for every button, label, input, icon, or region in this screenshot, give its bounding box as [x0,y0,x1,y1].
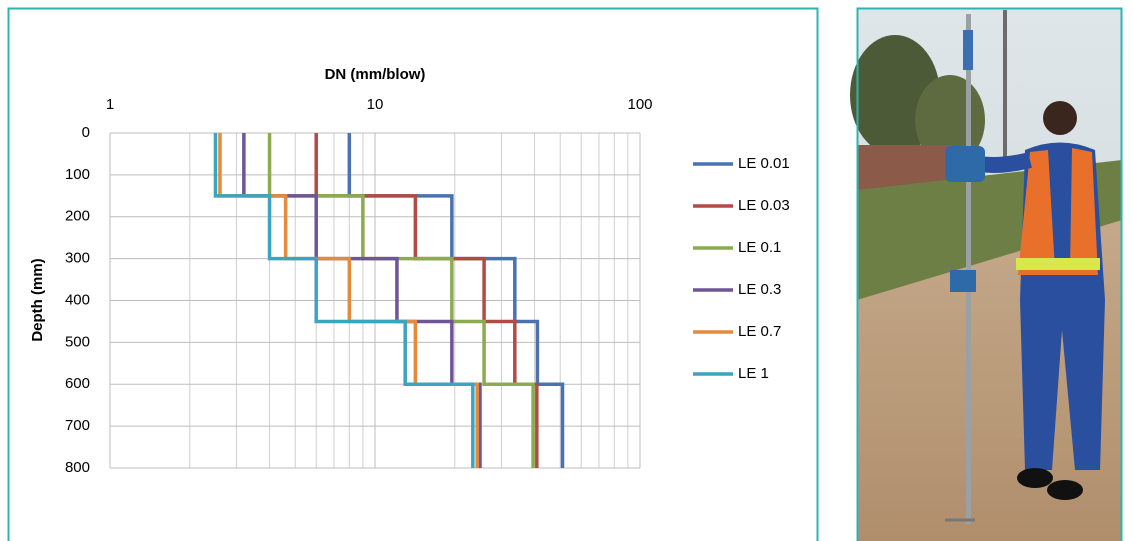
y-tick-label: 700 [65,417,90,434]
head [1043,101,1077,135]
dcp-handle [963,30,973,70]
y-tick-label: 300 [65,250,90,267]
chart-frame [7,7,819,541]
y-tick-label: 500 [65,333,90,350]
y-tick-label: 100 [65,166,90,183]
y-tick-label: 200 [65,208,90,225]
vest [1018,148,1098,275]
x-tick-label: 100 [627,96,652,113]
y-axis-title: Depth (mm) [29,258,46,341]
legend-label: LE 0.7 [738,323,781,340]
y-tick-label: 400 [65,291,90,308]
x-axis-title: DN (mm/blow) [325,66,426,83]
x-tick-label: 1 [106,96,114,113]
y-tick-label: 0 [82,124,90,141]
legend-label: LE 0.01 [738,155,790,172]
legend-label: LE 0.1 [738,239,781,256]
photo [850,7,1123,541]
shoe [1017,468,1053,488]
device [945,146,985,182]
series-line [213,133,475,468]
photo-frame [856,7,1123,541]
legend-label: LE 0.03 [738,197,790,214]
y-tick-label: 600 [65,375,90,392]
dcp-hammer [950,270,976,292]
y-tick-label: 800 [65,459,90,476]
legend-label: LE 1 [738,365,769,382]
legend-label: LE 0.3 [738,281,781,298]
x-tick-label: 10 [367,96,384,113]
vest-stripe [1016,258,1100,270]
dcp-rod [966,14,971,524]
shoe [1047,480,1083,500]
pole [1003,10,1007,170]
